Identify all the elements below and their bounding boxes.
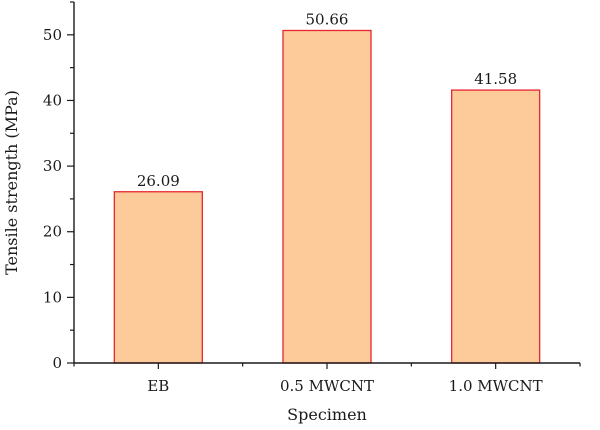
x-tick-label-0-5-mwcnt: 0.5 MWCNT [280,377,374,395]
data-label-0-5-mwcnt: 50.66 [306,10,349,28]
y-tick-label-20: 20 [43,223,62,241]
y-tick-label-40: 40 [43,91,62,109]
y-tick-label-0: 0 [52,354,62,372]
plot-area: 26.09 50.66 41.58 0 10 20 30 40 50 EB 0.5 MWCNT 1… [43,1,581,395]
y-tick-label-10: 10 [43,288,62,306]
bars [113,29,541,364]
x-axis-title: Specimen [287,405,367,424]
y-axis: 0 10 20 30 40 50 [43,1,75,372]
bar-0-5-mwcnt [282,29,372,364]
data-label-eb: 26.09 [137,172,180,190]
x-axis: EB 0.5 MWCNT 1.0 MWCNT [73,362,581,395]
bar-eb [113,191,203,364]
y-tick-label-50: 50 [43,26,62,44]
data-labels: 26.09 50.66 41.58 [137,10,517,189]
y-axis-title: Tensile strength (MPa) [2,90,21,275]
bar-1-0-mwcnt [451,89,541,364]
y-tick-label-30: 30 [43,157,62,175]
x-tick-label-1-0-mwcnt: 1.0 MWCNT [449,377,543,395]
x-tick-label-eb: EB [147,377,169,395]
data-label-1-0-mwcnt: 41.58 [474,70,517,88]
